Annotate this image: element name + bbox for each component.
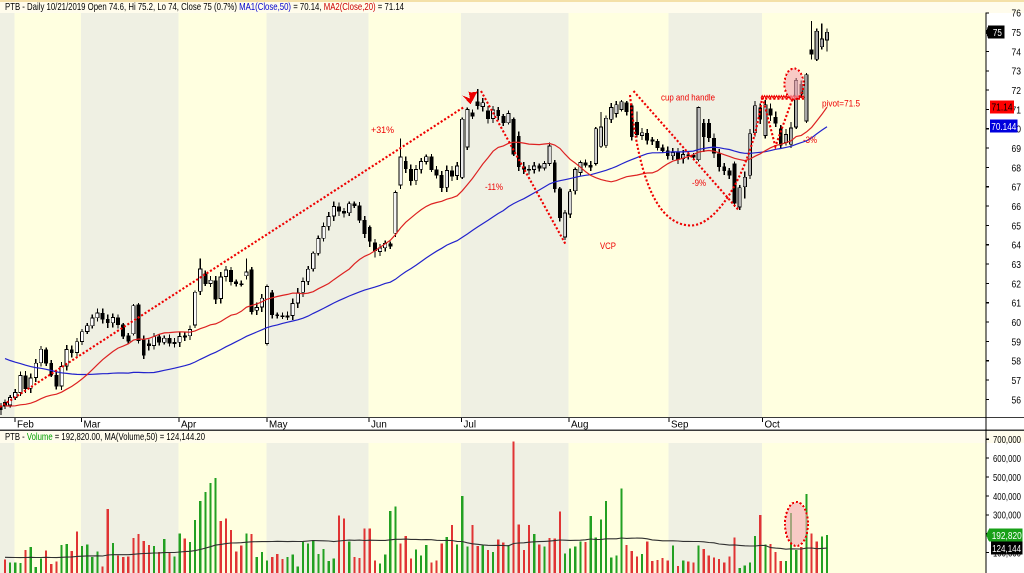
svg-text:Jun: Jun — [371, 420, 387, 431]
svg-text:VCP: VCP — [600, 241, 616, 252]
svg-text:61: 61 — [1012, 298, 1022, 310]
svg-text:-9%: -9% — [692, 178, 706, 189]
svg-text:63: 63 — [1012, 259, 1022, 271]
svg-text:192,820: 192,820 — [992, 531, 1022, 542]
svg-text:Apr: Apr — [181, 420, 197, 431]
svg-text:71: 71 — [1012, 104, 1022, 116]
svg-text:400,000: 400,000 — [993, 491, 1021, 503]
svg-text:600,000: 600,000 — [993, 453, 1021, 465]
svg-text:500,000: 500,000 — [993, 472, 1021, 484]
svg-text:73: 73 — [1012, 66, 1022, 78]
svg-text:Mar: Mar — [84, 420, 102, 431]
svg-text:70.144: 70.144 — [991, 122, 1016, 133]
svg-text:PTB - Volume = 192,820.00, MA(: PTB - Volume = 192,820.00, MA(Volume,50)… — [5, 431, 205, 443]
svg-text:cup and handle: cup and handle — [661, 93, 715, 104]
svg-text:Jul: Jul — [464, 420, 477, 431]
svg-text:PTB - Daily 10/21/2019 Open 74: PTB - Daily 10/21/2019 Open 74.6, Hi 75.… — [5, 1, 404, 13]
svg-text:68: 68 — [1012, 162, 1022, 174]
svg-text:+31%: +31% — [371, 125, 395, 136]
svg-text:pivot=71.5: pivot=71.5 — [822, 99, 860, 110]
svg-text:59: 59 — [1012, 336, 1022, 348]
svg-text:-11%: -11% — [485, 182, 503, 193]
svg-text:64: 64 — [1012, 240, 1022, 252]
svg-text:Aug: Aug — [571, 420, 588, 431]
svg-text:58: 58 — [1012, 356, 1022, 368]
svg-text:71.14: 71.14 — [992, 103, 1013, 114]
svg-text:72: 72 — [1012, 85, 1022, 97]
svg-text:-3%: -3% — [803, 135, 817, 146]
svg-text:Sep: Sep — [671, 420, 689, 431]
svg-text:60: 60 — [1012, 317, 1022, 329]
svg-text:124,144: 124,144 — [992, 544, 1021, 555]
svg-text:Feb: Feb — [17, 420, 34, 431]
svg-text:700,000: 700,000 — [993, 434, 1021, 446]
svg-text:76: 76 — [1012, 8, 1022, 20]
svg-text:74: 74 — [1012, 46, 1022, 58]
svg-text:62: 62 — [1012, 278, 1022, 290]
svg-text:66: 66 — [1012, 201, 1022, 213]
svg-text:67: 67 — [1012, 182, 1022, 194]
svg-text:56: 56 — [1012, 394, 1022, 406]
svg-text:75: 75 — [1012, 27, 1022, 39]
svg-text:69: 69 — [1012, 143, 1022, 155]
svg-text:65: 65 — [1012, 220, 1022, 232]
svg-text:57: 57 — [1012, 375, 1022, 387]
svg-text:75: 75 — [993, 28, 1002, 39]
svg-text:May: May — [269, 420, 288, 431]
svg-text:300,000: 300,000 — [993, 510, 1021, 522]
svg-text:Oct: Oct — [765, 420, 781, 431]
